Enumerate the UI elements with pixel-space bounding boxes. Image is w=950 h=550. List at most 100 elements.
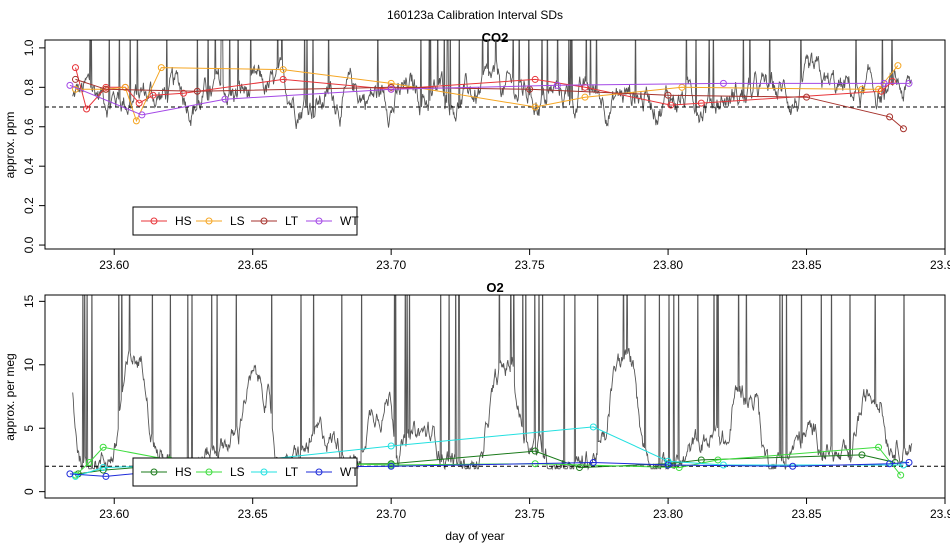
x-tick-label: 23.80 xyxy=(653,507,683,521)
data-point xyxy=(899,125,907,133)
legend-label: LT xyxy=(285,214,299,228)
data-point xyxy=(279,66,287,74)
data-point xyxy=(894,62,902,70)
series-lt xyxy=(71,75,907,133)
data-point xyxy=(83,105,91,113)
plot-frame xyxy=(44,294,946,499)
data-point xyxy=(138,111,146,119)
y-tick-label: 0.2 xyxy=(22,197,36,214)
x-axis-label: day of year xyxy=(445,529,504,543)
data-point xyxy=(99,443,107,451)
legend-swatch-marker xyxy=(315,468,323,476)
data-point xyxy=(589,458,597,466)
data-point xyxy=(179,89,187,97)
data-point xyxy=(531,103,539,111)
data-point xyxy=(387,442,395,450)
y-tick-label: 5 xyxy=(22,425,36,432)
series-ls xyxy=(71,62,902,125)
x-tick-label: 23.75 xyxy=(515,507,545,521)
panel-title: O2 xyxy=(486,280,503,295)
y-tick-label: 0.4 xyxy=(22,158,36,175)
legend-swatch-marker xyxy=(260,468,268,476)
x-tick-label: 23.85 xyxy=(792,507,822,521)
data-point xyxy=(102,472,110,480)
y-tick-label: 0.0 xyxy=(22,236,36,253)
data-point xyxy=(697,99,705,107)
legend-label: LS xyxy=(230,214,245,228)
data-point xyxy=(99,466,107,474)
series-line-hs xyxy=(75,67,893,111)
y-tick-label: 0 xyxy=(22,488,36,495)
legend-swatch-marker xyxy=(150,468,158,476)
data-point xyxy=(531,75,539,83)
legend-label: LS xyxy=(230,465,245,479)
data-point xyxy=(888,77,896,85)
raw-signal-trace xyxy=(72,295,913,471)
y-tick-label: 15 xyxy=(22,294,36,308)
legend-swatch-marker xyxy=(260,217,268,225)
legend-swatch-marker xyxy=(205,217,213,225)
x-tick-label: 23.60 xyxy=(99,258,129,272)
legend-swatch-marker xyxy=(205,468,213,476)
y-tick-label: 1.0 xyxy=(22,39,36,56)
data-point xyxy=(387,83,395,91)
y-axis-label: approx. per meg xyxy=(3,353,17,440)
data-point xyxy=(157,64,165,72)
raw-signal-trace xyxy=(72,40,913,129)
data-point xyxy=(581,93,589,101)
data-point xyxy=(387,462,395,470)
data-point xyxy=(664,91,672,99)
x-tick-label: 23.70 xyxy=(376,258,406,272)
x-tick-label: 23.90 xyxy=(930,507,950,521)
data-point xyxy=(803,93,811,101)
series-line-wt xyxy=(69,82,909,116)
data-point xyxy=(66,470,74,478)
data-point xyxy=(193,87,201,95)
data-point xyxy=(132,117,140,125)
series-line-lt xyxy=(75,78,904,130)
x-tick-label: 23.70 xyxy=(376,507,406,521)
data-point xyxy=(880,79,888,87)
data-point xyxy=(905,79,913,87)
data-point xyxy=(553,81,561,89)
data-point xyxy=(886,113,894,121)
data-point xyxy=(858,451,866,459)
data-point xyxy=(875,85,883,93)
data-point xyxy=(905,458,913,466)
legend-swatch-marker xyxy=(315,217,323,225)
data-point xyxy=(531,447,539,455)
data-point xyxy=(102,83,110,91)
data-point xyxy=(279,75,287,83)
data-point xyxy=(66,81,74,89)
data-point xyxy=(102,85,110,93)
y-tick-label: 10 xyxy=(22,358,36,372)
data-point xyxy=(85,458,93,466)
data-point xyxy=(99,464,107,472)
x-tick-label: 23.80 xyxy=(653,258,683,272)
data-point xyxy=(121,83,129,91)
legend-swatch-marker xyxy=(150,217,158,225)
legend-label: WT xyxy=(340,465,359,479)
data-point xyxy=(675,464,683,472)
data-point xyxy=(71,75,79,83)
data-point xyxy=(714,456,722,464)
legend-label: LT xyxy=(285,465,299,479)
o2-panel: O2 approx. per meg 23.60 23.65 23.70 23.75 23.… xyxy=(3,280,950,521)
plot-frame xyxy=(44,39,946,250)
data-point xyxy=(71,472,79,480)
x-tick-label: 23.60 xyxy=(99,507,129,521)
x-tick-label: 23.85 xyxy=(792,258,822,272)
x-tick-label: 23.90 xyxy=(930,258,950,272)
series-wt xyxy=(66,79,913,119)
legend: HS LS LT WT xyxy=(132,206,359,236)
data-point xyxy=(71,64,79,72)
y-tick-label: 0.6 xyxy=(22,118,36,135)
data-point xyxy=(897,471,905,479)
data-point xyxy=(667,101,675,109)
data-point xyxy=(789,462,797,470)
data-point xyxy=(581,83,589,91)
data-point xyxy=(875,443,883,451)
legend: HS LS LT WT xyxy=(132,457,359,487)
series-line-ls xyxy=(75,446,902,476)
